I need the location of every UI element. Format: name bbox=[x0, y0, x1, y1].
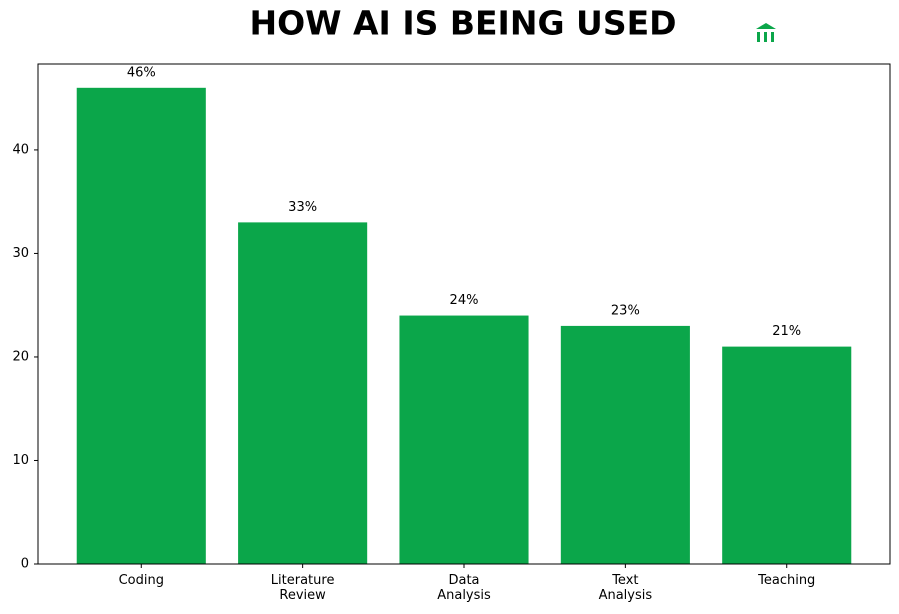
value-label: 24% bbox=[450, 293, 479, 308]
bar bbox=[238, 222, 368, 565]
value-label: 21% bbox=[772, 324, 801, 339]
y-tick-label: 30 bbox=[12, 246, 29, 261]
y-tick-label: 20 bbox=[12, 349, 29, 364]
value-label: 33% bbox=[288, 200, 317, 215]
value-label: 46% bbox=[127, 65, 156, 80]
plot-frame bbox=[37, 63, 891, 565]
x-tick-label: Data Analysis bbox=[437, 573, 491, 603]
bar bbox=[722, 346, 852, 564]
logo-icon bbox=[756, 23, 776, 42]
chart-title: HOW AI IS BEING USED bbox=[249, 4, 676, 43]
x-tick-label: Coding bbox=[118, 573, 164, 588]
x-tick-label: Literature Review bbox=[270, 573, 335, 603]
bar bbox=[76, 87, 206, 565]
bar bbox=[399, 315, 529, 564]
x-tick-label: Teaching bbox=[758, 573, 816, 588]
bar bbox=[560, 325, 690, 564]
y-tick-label: 10 bbox=[12, 453, 29, 468]
y-tick-label: 0 bbox=[21, 557, 29, 572]
y-tick-label: 40 bbox=[12, 142, 29, 157]
value-label: 23% bbox=[611, 303, 640, 318]
x-tick-label: Text Analysis bbox=[598, 573, 653, 603]
